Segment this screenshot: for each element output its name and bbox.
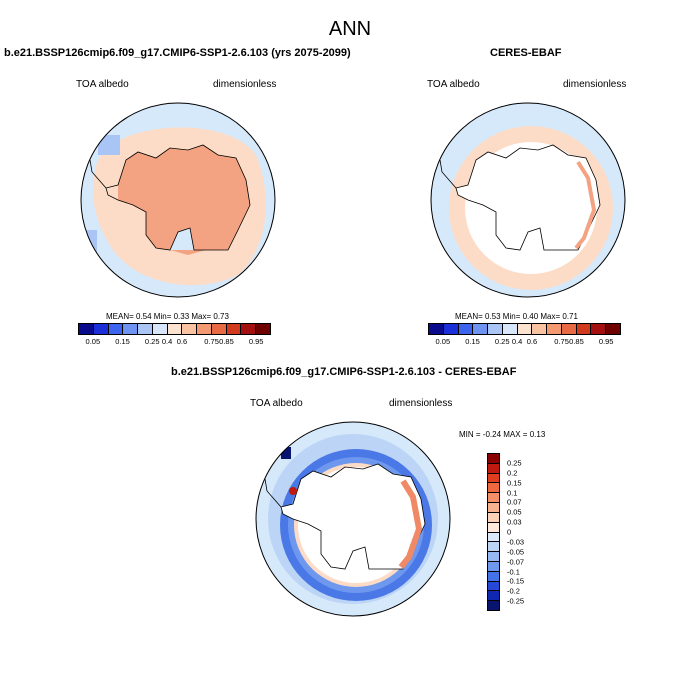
panel2-colorbar-box: [576, 324, 592, 334]
panel3-colorbar-tick-label: 0.05: [507, 507, 522, 517]
panel1-colorbar-box: [79, 324, 94, 334]
panel2-colorbar-box: [443, 324, 459, 334]
panel2-colorbar-box: [429, 324, 444, 334]
panel2-colorbar-box: [458, 324, 474, 334]
panel3-colorbar-box: [488, 552, 499, 562]
panel3-colorbar-box: [488, 581, 499, 592]
panel3-colorbar-tick-label: 0.2: [507, 468, 518, 478]
panel2-colorbar-box: [488, 324, 503, 334]
panel2-colorbar-box: [517, 324, 533, 334]
panel2-colorbar-tick-label: 0.25: [494, 337, 510, 346]
panel3-colorbar-tick-label: -0.1: [507, 567, 520, 576]
panel2-colorbar-box: [606, 324, 620, 334]
panel1-colorbar-labels: 0.05 0.15 0.25 0.4 0.6 0.75 0.85 0.95: [78, 337, 271, 347]
panel3-title: b.e21.BSSP126cmip6.f09_g17.CMIP6-SSP1-2.…: [171, 366, 517, 378]
panel1-colorbar-box: [241, 324, 257, 334]
panel1-colorbar-tick-label: 0.75: [204, 337, 219, 346]
panel1-colorbar-tick-label: 0.6: [176, 337, 188, 346]
panel2-colorbar-tick-label: 0.6: [526, 337, 538, 346]
panel1-colorbar-box: [226, 324, 242, 334]
panel3-colorbar-tick-label: 0: [507, 527, 512, 537]
panel3-colorbar-tick-label: -0.2: [507, 586, 520, 596]
panel3-colorbar-tick-label: 0.07: [507, 497, 522, 507]
panel1-colorbar-box: [93, 324, 109, 334]
panel3-units-label: dimensionless: [389, 398, 453, 409]
panel3-colorbar-box: [488, 463, 499, 474]
panel2-colorbar-box: [502, 324, 518, 334]
panel2-colorbar-tick-label: 0.4: [511, 337, 523, 346]
panel1-colorbar-tick-label: 0.95: [248, 337, 264, 346]
panel1-colorbar-tick-label: 0.05: [85, 337, 101, 346]
panel3-colorbar-box: [488, 571, 499, 582]
panel2-colorbar-box: [591, 324, 607, 334]
panel2-colorbar-tick-label: 0.05: [435, 337, 451, 346]
panel1-colorbar-tick-label: 0.25: [144, 337, 160, 346]
panel3-colorbar: [487, 453, 500, 611]
panel2-variable-label: TOA albedo: [427, 79, 480, 90]
panel3-colorbar-tick-label: -0.03: [507, 537, 525, 547]
panel1-colorbar-tick-label: 0.4: [161, 337, 173, 346]
panel3-colorbar-tick-label: 0.15: [507, 478, 522, 488]
panel3-polar-map: [255, 421, 451, 617]
panel3-colorbar-tick-label: -0.07: [507, 557, 525, 567]
panel1-units-label: dimensionless: [213, 79, 277, 90]
panel2-units-label: dimensionless: [563, 79, 627, 90]
panel1-variable-label: TOA albedo: [76, 79, 129, 90]
panel3-colorbar-box: [488, 473, 499, 484]
panel3-colorbar-box: [488, 483, 499, 494]
panel1-colorbar-box: [108, 324, 124, 334]
panel3-colorbar-box: [488, 601, 499, 610]
panel2-colorbar-box: [473, 324, 489, 334]
panel1-colorbar-box: [138, 324, 153, 334]
panel2-colorbar-tick-label: 0.95: [598, 337, 614, 346]
panel3-colorbar-tick-label: 0.1: [507, 488, 518, 497]
panel3-colorbar-tick-label: -0.15: [507, 576, 525, 586]
panel1-colorbar-box: [182, 324, 198, 334]
panel3-colorbar-box: [488, 503, 499, 513]
panel2-stats: MEAN= 0.53 Min= 0.40 Max= 0.71: [455, 312, 578, 321]
panel2-colorbar-box: [547, 324, 562, 334]
panel2-colorbar-labels: 0.05 0.15 0.25 0.4 0.6 0.75 0.85 0.95: [428, 337, 621, 347]
panel3-colorbar-box: [488, 561, 499, 572]
main-title: ANN: [328, 18, 372, 40]
panel2-title: CERES-EBAF: [490, 47, 562, 59]
panel1-colorbar-tick-label: 0.15: [115, 337, 130, 346]
panel1-colorbar-tick-label: 0.85: [219, 337, 234, 346]
panel3-colorbar-box: [488, 591, 499, 602]
panel1-colorbar-box: [211, 324, 227, 334]
panel3-colorbar-box: [488, 512, 499, 523]
panel1-colorbar-box: [123, 324, 139, 334]
panel2-colorbar-tick-label: 0.15: [465, 337, 480, 346]
panel1-colorbar-box: [256, 324, 270, 334]
panel1-colorbar-box: [197, 324, 212, 334]
panel1-colorbar: [78, 323, 271, 335]
panel2-polar-map: [430, 102, 626, 298]
panel1-colorbar-box: [167, 324, 183, 334]
panel2-colorbar-tick-label: 0.75: [554, 337, 569, 346]
panel3-colorbar-box: [488, 522, 499, 533]
panel1-stats: MEAN= 0.54 Min= 0.33 Max= 0.73: [106, 312, 229, 321]
panel3-colorbar-tick-label: -0.25: [507, 596, 525, 606]
panel1-colorbar-box: [152, 324, 168, 334]
panel3-colorbar-box: [488, 532, 499, 543]
panel3-colorbar-box: [488, 454, 499, 464]
panel3-colorbar-box: [488, 542, 499, 553]
panel3-stats: MIN = -0.24 MAX = 0.13: [459, 430, 546, 439]
panel2-colorbar-box: [532, 324, 548, 334]
panel3-colorbar-tick-label: 0.03: [507, 517, 522, 527]
panel2-colorbar-tick-label: 0.85: [569, 337, 584, 346]
panel3-colorbar-tick-label: 0.25: [507, 458, 522, 468]
panel1-title: b.e21.BSSP126cmip6.f09_g17.CMIP6-SSP1-2.…: [4, 47, 351, 59]
panel3-colorbar-tick-label: -0.05: [507, 547, 525, 557]
panel3-colorbar-box: [488, 493, 499, 504]
panel3-colorbar-labels: 0.25 0.2 0.15 0.1 0.07 0.05 0.03 0 -0.03 -0.05 -0.…: [507, 453, 547, 611]
panel3-variable-label: TOA albedo: [250, 398, 303, 409]
panel1-polar-map: [80, 102, 276, 298]
panel2-colorbar: [428, 323, 621, 335]
panel2-colorbar-box: [561, 324, 577, 334]
